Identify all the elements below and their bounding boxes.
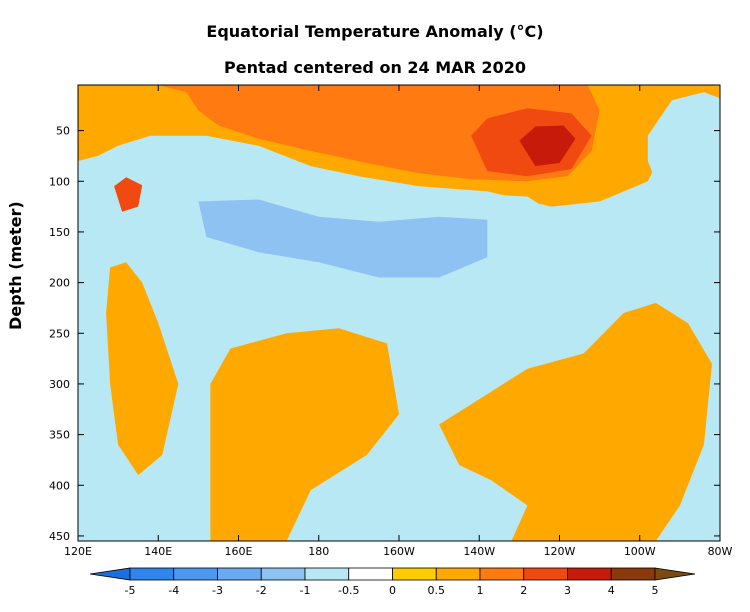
colorbar-max-arrow bbox=[654, 567, 696, 581]
y-tick-label: 350 bbox=[49, 429, 70, 442]
colorbar-swatch bbox=[567, 567, 612, 581]
colorbar-label: 2 bbox=[520, 584, 527, 597]
contour-region-deep-warm-central bbox=[210, 328, 399, 541]
colorbar-min-arrow bbox=[89, 567, 131, 581]
colorbar-swatch bbox=[348, 567, 393, 581]
colorbar-label: -3 bbox=[212, 584, 223, 597]
colorbar-swatch bbox=[435, 567, 481, 581]
x-tick-label: 120E bbox=[64, 545, 92, 558]
contour-region-deep-warm-east bbox=[439, 302, 712, 541]
colorbar-label: 0 bbox=[389, 584, 396, 597]
colorbar-label: 0.5 bbox=[428, 584, 446, 597]
x-tick-label: 140E bbox=[144, 545, 172, 558]
x-tick-label: 80W bbox=[708, 545, 733, 558]
colorbar-label: -4 bbox=[168, 584, 179, 597]
contour-region-thermocline-cool-core bbox=[198, 199, 488, 278]
x-tick-label: 160E bbox=[225, 545, 253, 558]
y-tick-label: 50 bbox=[56, 125, 70, 138]
y-tick-label: 200 bbox=[49, 277, 70, 290]
y-tick-label: 400 bbox=[49, 479, 70, 492]
x-tick-label: 180 bbox=[308, 545, 329, 558]
heatmap-field bbox=[78, 85, 720, 541]
y-tick-label: 150 bbox=[49, 226, 70, 239]
colorbar-swatch bbox=[523, 567, 568, 581]
colorbar-label: 4 bbox=[608, 584, 615, 597]
colorbar-swatch bbox=[304, 567, 350, 581]
colorbar-swatch bbox=[217, 567, 262, 581]
colorbar-swatch bbox=[479, 567, 525, 581]
contour-region-eastern-peak bbox=[519, 125, 576, 167]
x-tick-label: 160W bbox=[383, 545, 415, 558]
colorbar-label: 5 bbox=[652, 584, 659, 597]
contour-region-west-warm-blob bbox=[114, 177, 143, 212]
colorbar-swatch bbox=[610, 567, 656, 581]
contour-region-deep-warm-west bbox=[106, 262, 179, 476]
contour-region-far-east-cool bbox=[647, 92, 720, 222]
x-tick-label: 100W bbox=[624, 545, 656, 558]
colorbar-label: 1 bbox=[477, 584, 484, 597]
x-tick-label: 120W bbox=[544, 545, 576, 558]
colorbar-label: -5 bbox=[125, 584, 136, 597]
colorbar-label: -0.5 bbox=[338, 584, 359, 597]
y-tick-label: 100 bbox=[49, 175, 70, 188]
chart-title: Equatorial Temperature Anomaly (°C) bbox=[206, 22, 544, 41]
colorbar-swatch bbox=[173, 567, 218, 581]
colorbar-label: -1 bbox=[300, 584, 311, 597]
colorbar-label: -2 bbox=[256, 584, 267, 597]
colorbar-swatch bbox=[260, 567, 306, 581]
colorbar-swatch bbox=[392, 567, 437, 581]
colorbar-label: 3 bbox=[564, 584, 571, 597]
chart-subtitle: Pentad centered on 24 MAR 2020 bbox=[224, 58, 526, 77]
y-tick-label: 250 bbox=[49, 327, 70, 340]
y-tick-label: 450 bbox=[49, 530, 70, 543]
y-tick-label: 300 bbox=[49, 378, 70, 391]
colorbar-swatch bbox=[129, 567, 175, 581]
x-tick-label: 140W bbox=[463, 545, 495, 558]
